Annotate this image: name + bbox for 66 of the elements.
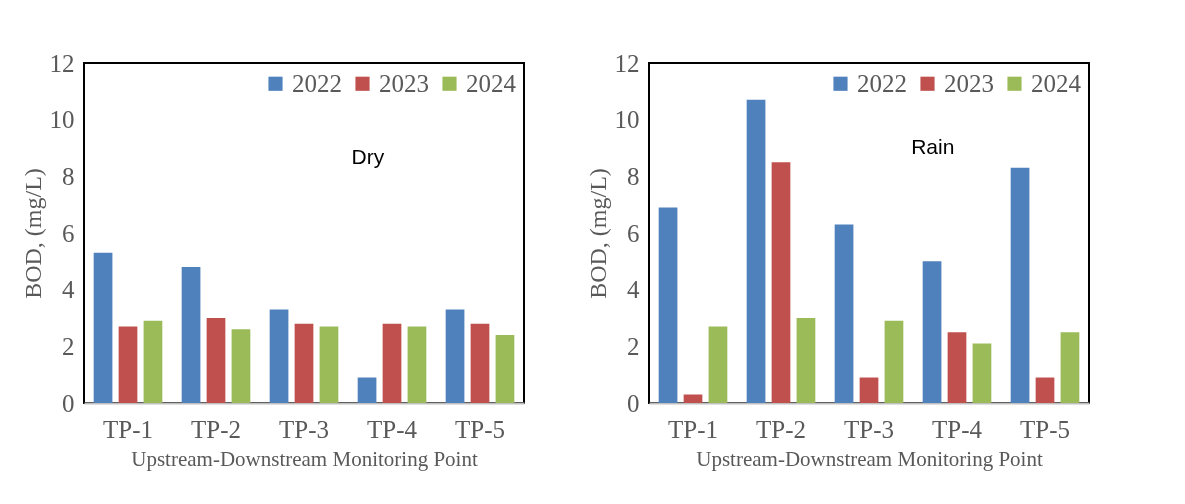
y-tick-label: 10: [614, 106, 640, 134]
y-tick-label: 12: [614, 49, 640, 77]
bar: [470, 323, 490, 403]
bar: [1010, 167, 1030, 403]
bar: [181, 267, 201, 403]
y-tick-label: 0: [627, 389, 640, 417]
bar: [93, 252, 113, 403]
bar: [922, 261, 942, 403]
x-axis-title: Upstream-Downstream Monitoring Point: [696, 446, 1043, 471]
bar: [947, 332, 967, 403]
bar: [319, 326, 339, 403]
bar: [357, 377, 377, 403]
bar: [884, 320, 904, 403]
bar: [683, 394, 703, 403]
bar: [658, 207, 678, 403]
y-tick-label: 0: [62, 389, 75, 417]
bar: [708, 326, 728, 403]
bar: [495, 335, 515, 403]
bar: [143, 320, 163, 403]
y-axis-title: BOD, (mg/L): [584, 168, 611, 299]
x-tick-label: TP-3: [279, 415, 329, 443]
y-tick-label: 10: [49, 106, 75, 134]
x-tick-label: TP-4: [367, 415, 418, 443]
bar: [294, 323, 314, 403]
bar: [1035, 377, 1055, 403]
x-tick-label: TP-2: [191, 415, 241, 443]
y-tick-label: 8: [627, 162, 640, 190]
bar: [206, 318, 226, 403]
y-tick-label: 2: [62, 332, 75, 360]
bar: [118, 326, 138, 403]
bar: [1060, 332, 1080, 403]
legend-label: 2022: [857, 69, 907, 97]
bar: [771, 162, 791, 403]
x-axis-title: Upstream-Downstream Monitoring Point: [131, 446, 478, 471]
bar: [796, 318, 816, 403]
legend-label: 2024: [1031, 69, 1082, 97]
y-tick-label: 6: [627, 219, 640, 247]
y-axis-title: BOD, (mg/L): [19, 168, 46, 299]
bar: [382, 323, 402, 403]
bar: [269, 309, 289, 403]
annotation: Rain: [911, 135, 955, 158]
legend-label: 2022: [292, 69, 342, 97]
legend-label: 2023: [379, 69, 429, 97]
x-tick-label: TP-1: [103, 415, 153, 443]
y-tick-label: 4: [627, 276, 640, 304]
y-tick-label: 12: [49, 49, 75, 77]
x-tick-label: TP-3: [844, 415, 894, 443]
y-tick-label: 8: [62, 162, 75, 190]
x-tick-label: TP-2: [756, 415, 806, 443]
y-tick-label: 2: [627, 332, 640, 360]
x-tick-label: TP-4: [932, 415, 983, 443]
y-tick-label: 6: [62, 219, 75, 247]
bar: [407, 326, 427, 403]
legend-label: 2024: [466, 69, 517, 97]
legend-label: 2023: [944, 69, 994, 97]
bar: [445, 309, 465, 403]
bar: [231, 329, 251, 403]
x-tick-label: TP-5: [455, 415, 505, 443]
bar: [834, 224, 854, 403]
x-tick-label: TP-1: [668, 415, 718, 443]
bar: [746, 99, 766, 403]
annotation: Dry: [351, 145, 385, 169]
bar: [972, 343, 992, 403]
bar: [859, 377, 879, 403]
x-tick-label: TP-5: [1020, 415, 1070, 443]
y-tick-label: 4: [62, 276, 75, 304]
